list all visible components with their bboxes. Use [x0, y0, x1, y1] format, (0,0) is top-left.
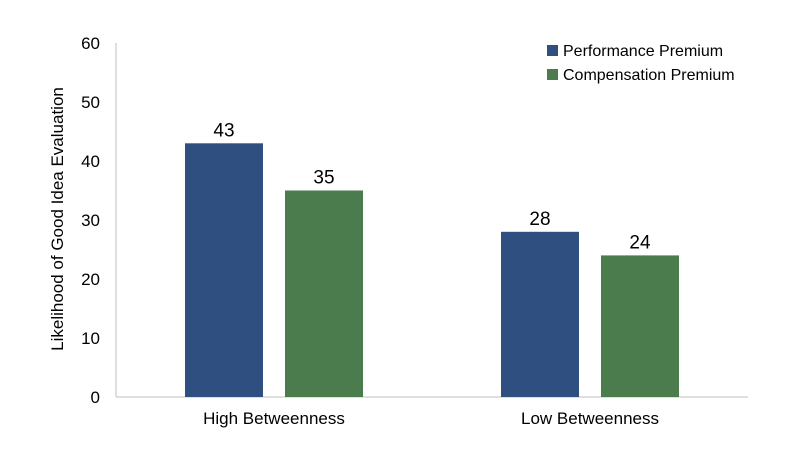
y-axis-title: Likelihood of Good Idea Evaluation — [48, 87, 67, 351]
legend-label: Compensation Premium — [563, 67, 735, 84]
legend-label: Performance Premium — [563, 43, 723, 60]
bar — [185, 143, 263, 397]
legend-swatch — [547, 69, 558, 80]
bar — [285, 190, 363, 397]
y-tick-label: 40 — [81, 152, 100, 171]
y-tick-label: 10 — [81, 329, 100, 348]
data-label: 28 — [529, 209, 550, 230]
x-tick-label: High Betweenness — [203, 409, 345, 428]
data-label: 43 — [213, 120, 234, 141]
bar — [501, 231, 579, 397]
x-tick-label: Low Betweenness — [521, 409, 659, 428]
bars: 43 35 28 24 — [185, 120, 679, 397]
data-label: 35 — [313, 168, 334, 189]
data-label: 24 — [629, 232, 651, 253]
bar — [601, 255, 679, 397]
legend: Performance Premium Compensation Premium — [547, 43, 735, 84]
y-tick-label: 30 — [81, 211, 100, 230]
y-tick-label: 60 — [81, 34, 100, 53]
y-tick-label: 20 — [81, 270, 100, 289]
y-tick-label: 50 — [81, 93, 100, 112]
legend-swatch — [547, 45, 558, 56]
y-axis-ticks: 0 10 20 30 40 50 60 — [81, 34, 100, 407]
y-tick-label: 0 — [91, 388, 100, 407]
x-axis-ticks: High Betweenness Low Betweenness — [203, 409, 659, 428]
